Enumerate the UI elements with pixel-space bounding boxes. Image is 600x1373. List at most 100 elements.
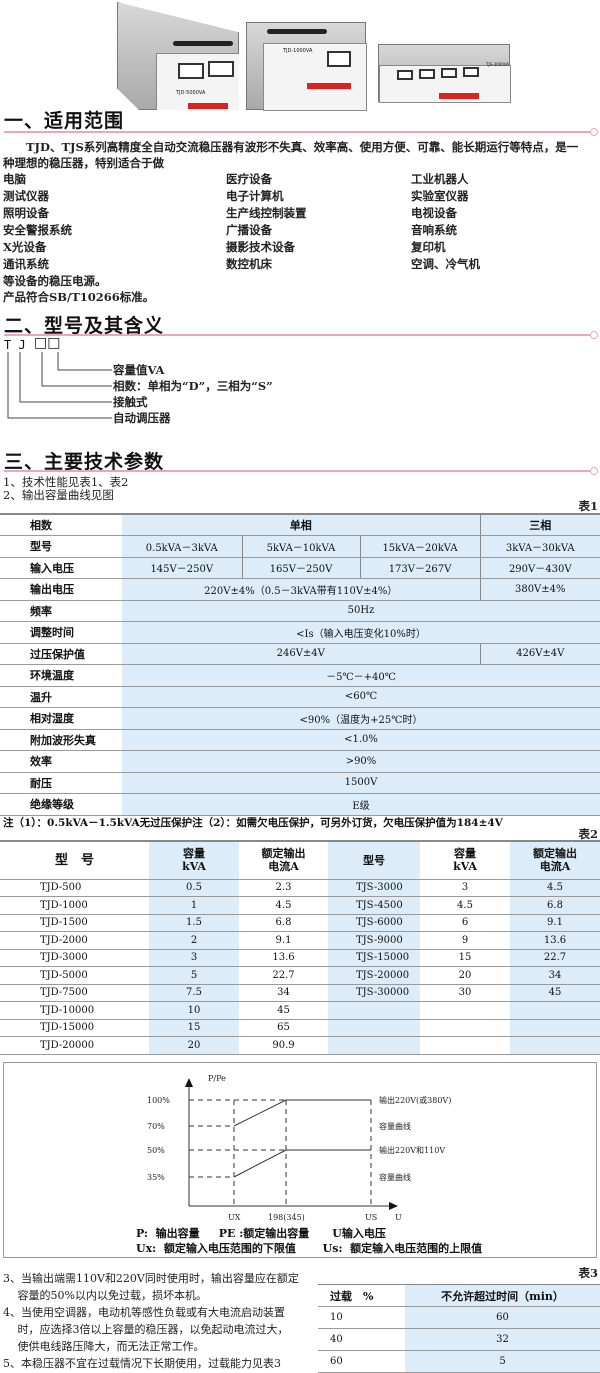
cell: 30 bbox=[420, 984, 510, 1002]
table-row: TJD-2000 2 9.1 TJS-9000 9 13.6 bbox=[0, 931, 600, 950]
x-tick: 198(345) bbox=[268, 1213, 305, 1222]
use-item: 空调、冷气机 bbox=[411, 257, 480, 271]
diagram-legend-2: Ux: 额定输入电压范围的下限值 Us: 额定输入电压范围的上限值 bbox=[136, 1242, 483, 1255]
row-label: 耐压 bbox=[0, 772, 122, 794]
cell: TJS-9000 bbox=[328, 931, 420, 950]
cell: TJD-15000 bbox=[0, 1019, 149, 1037]
use-item: 实验室仪器 bbox=[411, 189, 469, 203]
curve-220v bbox=[233, 1099, 371, 1127]
intro-text: 种理想的稳压器，特别适合于做 bbox=[3, 156, 164, 170]
use-item: 数控机床 bbox=[226, 257, 272, 271]
cell: 220V±4%（0.5－3kVA带有110V±4%） bbox=[122, 578, 480, 601]
cell: 0.5 bbox=[149, 879, 239, 897]
closing-text: 等设备的稳压电源。 bbox=[3, 274, 107, 288]
divider-end bbox=[590, 128, 598, 136]
cell: 426V±4V bbox=[479, 643, 600, 665]
cell: 5kVA－10kVA bbox=[241, 535, 360, 558]
table-row: 调整时间 <Is（输入电压变化10%时） bbox=[0, 621, 600, 644]
meaning-contact: 接触式 bbox=[113, 395, 148, 409]
table-row: TJD-1500 1.5 6.8 TJS-6000 6 9.1 bbox=[0, 914, 600, 932]
cell: 380V±4% bbox=[479, 578, 600, 601]
table-row: 耐压 1500V bbox=[0, 772, 600, 794]
row-label: 输入电压 bbox=[0, 557, 122, 579]
row-label: 输出电压 bbox=[0, 578, 122, 601]
cell: 173V－267V bbox=[359, 557, 480, 579]
table-row: 型号 0.5kVA－3kVA 5kVA－10kVA 15kVA－20kVA 3kVA－3… bbox=[0, 535, 600, 558]
cell: 7.5 bbox=[149, 984, 239, 1002]
table2-caption: 表2 bbox=[578, 827, 598, 841]
cell: TJD-7500 bbox=[0, 984, 149, 1002]
cell: 145V－250V bbox=[122, 557, 242, 579]
curve-label: 输出220V(或380V) bbox=[379, 1095, 451, 1105]
cell: TJD-10000 bbox=[0, 1001, 149, 1020]
cell: 3 bbox=[420, 879, 510, 897]
row-label: 过压保护值 bbox=[0, 643, 122, 665]
product-model-label: TJD-5000VA bbox=[176, 90, 206, 96]
use-item: 广播设备 bbox=[226, 223, 272, 237]
cell: 5 bbox=[149, 966, 239, 985]
intro-text: TJD、TJS系列高精度全自动交流稳压器有波形不失真、效率高、使用方便、可靠、能… bbox=[26, 140, 579, 154]
y-tick: 50% bbox=[147, 1146, 165, 1155]
cell: 15kVA－20kVA bbox=[359, 535, 480, 558]
row-label: 型号 bbox=[0, 535, 122, 558]
cell: >90% bbox=[122, 750, 600, 773]
cell: 1500V bbox=[122, 772, 600, 794]
cell: 3kVA－30kVA bbox=[479, 535, 600, 558]
use-item: 电子计算机 bbox=[226, 189, 284, 203]
cell: 过载 % bbox=[318, 1284, 405, 1307]
table-row: 输入电压 145V－250V 165V－250V 173V－267V 290V－430V bbox=[0, 557, 600, 579]
table-row: 温升 <60℃ bbox=[0, 686, 600, 708]
table-row: 过压保护值 246V±4V 426V±4V bbox=[0, 643, 600, 665]
table-row: 效率 >90% bbox=[0, 750, 600, 773]
cell: 32 bbox=[405, 1328, 600, 1351]
table-row: 相对湿度 <90%（温度为+25℃时） bbox=[0, 707, 600, 730]
table-header: 过载 % 不允许超过时间（min） bbox=[318, 1284, 600, 1307]
cell: 165V－250V bbox=[241, 557, 360, 579]
cell: 4.5 bbox=[420, 896, 510, 915]
row-label: 绝缘等级 bbox=[0, 793, 122, 816]
cell: 9.1 bbox=[510, 914, 600, 932]
cell: 6.8 bbox=[239, 914, 328, 932]
note-line: 使供电线路压降大，而无法正常工作。 bbox=[3, 1340, 205, 1353]
cell: 290V－430V bbox=[479, 557, 600, 579]
model-bracket-lines bbox=[7, 352, 112, 419]
cell: 34 bbox=[510, 966, 600, 985]
table-row: 环境温度 －5℃－+40℃ bbox=[0, 664, 600, 687]
cell: E级 bbox=[122, 793, 600, 816]
note-line: 4、当使用空调器，电动机等感性负载或有大电流启动装置 bbox=[3, 1306, 285, 1319]
capacity-curve-diagram: P/Pe 100% 70% 50% 35% UX 198(345) US U 输… bbox=[3, 1062, 597, 1258]
cell bbox=[328, 1019, 420, 1037]
y-tick: 35% bbox=[147, 1173, 165, 1182]
table-row: TJD-10000 10 45 bbox=[0, 1001, 600, 1020]
table2-models: 型 号容量 kVA 额定输出 电流A 型号 容量 kVA 额定输出 电流A TJD-500… bbox=[0, 840, 600, 1055]
use-item: 安全警报系统 bbox=[3, 223, 72, 237]
model-code-boxes: □□ bbox=[34, 335, 61, 351]
section-title-model: 二、型号及其含义 bbox=[4, 315, 165, 337]
table3-caption: 表3 bbox=[578, 1266, 598, 1280]
cell: TJS-4500 bbox=[328, 896, 420, 915]
cell: －5℃－+40℃ bbox=[122, 664, 600, 687]
cell bbox=[420, 1001, 510, 1020]
cell: <60℃ bbox=[122, 686, 600, 708]
cell: 4.5 bbox=[510, 879, 600, 897]
cell: <Is（输入电压变化10%时） bbox=[122, 621, 600, 644]
cell: 34 bbox=[239, 984, 328, 1002]
cell: 9.1 bbox=[239, 931, 328, 950]
table-row: 相数 单相 三相 bbox=[0, 514, 600, 536]
model-code: T J bbox=[4, 338, 26, 352]
use-item: 照明设备 bbox=[3, 206, 49, 220]
param-item-1: 1、技术性能见表1、表2 bbox=[3, 475, 129, 489]
cell: TJD-20000 bbox=[0, 1036, 149, 1055]
cell: TJD-5000 bbox=[0, 966, 149, 985]
divider bbox=[4, 470, 592, 472]
column-header: 容量 kVA bbox=[149, 841, 239, 880]
cell bbox=[420, 1019, 510, 1037]
product-tjs-3000 bbox=[378, 44, 511, 103]
curve-label: 容量曲线 bbox=[379, 1172, 411, 1182]
cell bbox=[510, 1036, 600, 1055]
column-header: 容量 kVA bbox=[420, 841, 510, 880]
cell: 65 bbox=[239, 1019, 328, 1037]
cell: 13.6 bbox=[510, 931, 600, 950]
use-item: 工业机器人 bbox=[411, 172, 469, 186]
table3-overload: 过载 % 不允许超过时间（min） 10 60 40 32 60 5 bbox=[318, 1284, 600, 1373]
